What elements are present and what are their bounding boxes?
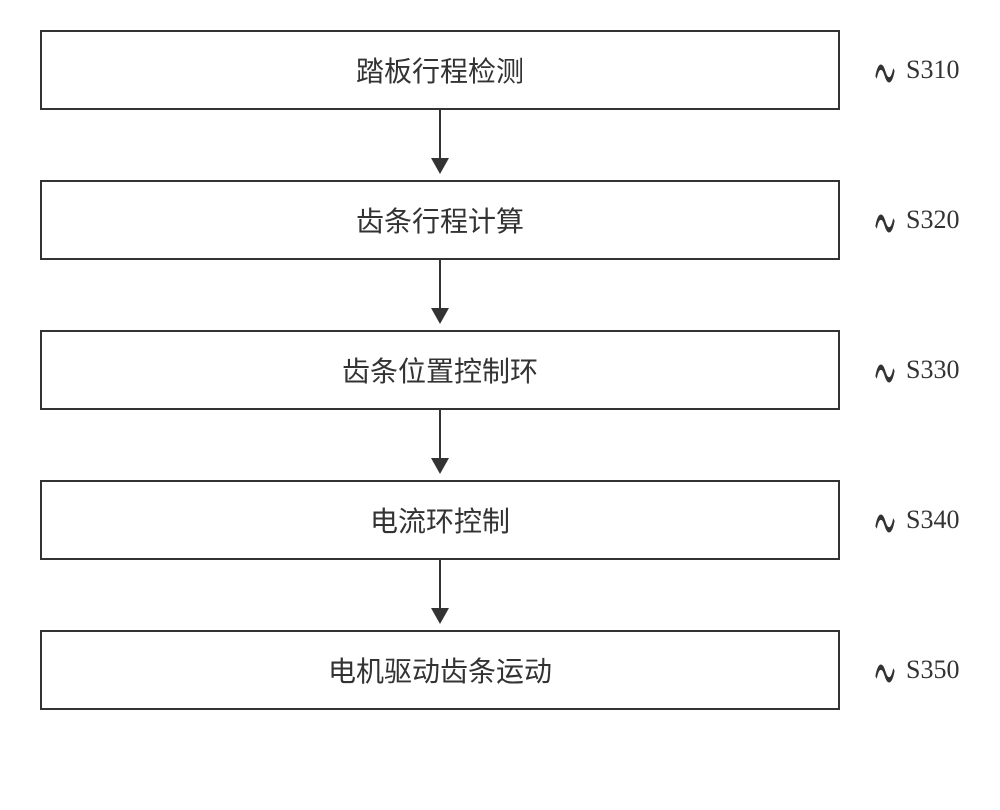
step-text: 齿条行程计算 [356,200,524,240]
step-row: 电机驱动齿条运动 〜 S350 [40,630,960,710]
step-box-2: 齿条行程计算 [40,180,840,260]
tilde-icon: 〜 [875,622,896,719]
arrow [40,560,840,630]
step-label-text: S320 [906,205,959,235]
step-label-1: 〜 S310 [870,48,959,92]
step-text: 电机驱动齿条运动 [328,650,552,690]
tilde-icon: 〜 [875,322,896,419]
step-row: 踏板行程检测 〜 S310 [40,30,960,110]
arrow-head-icon [431,158,449,174]
step-label-4: 〜 S340 [870,498,959,542]
step-box-1: 踏板行程检测 [40,30,840,110]
step-label-text: S310 [906,55,959,85]
step-label-text: S330 [906,355,959,385]
arrow-line-icon [439,260,441,310]
step-text: 齿条位置控制环 [342,350,538,390]
arrow-head-icon [431,308,449,324]
step-text: 电流环控制 [370,500,510,540]
step-row: 齿条位置控制环 〜 S330 [40,330,960,410]
arrow-line-icon [439,110,441,160]
step-box-5: 电机驱动齿条运动 [40,630,840,710]
step-text: 踏板行程检测 [356,50,524,90]
step-row: 电流环控制 〜 S340 [40,480,960,560]
tilde-icon: 〜 [875,172,896,269]
step-label-2: 〜 S320 [870,198,959,242]
step-label-text: S340 [906,505,959,535]
flowchart-container: 踏板行程检测 〜 S310 齿条行程计算 〜 S320 齿条位置控制环 〜 S3… [40,30,960,710]
step-row: 齿条行程计算 〜 S320 [40,180,960,260]
step-label-text: S350 [906,655,959,685]
arrow [40,410,840,480]
arrow [40,260,840,330]
step-label-3: 〜 S330 [870,348,959,392]
arrow [40,110,840,180]
tilde-icon: 〜 [875,472,896,569]
step-box-3: 齿条位置控制环 [40,330,840,410]
arrow-line-icon [439,410,441,460]
step-box-4: 电流环控制 [40,480,840,560]
arrow-head-icon [431,608,449,624]
arrow-line-icon [439,560,441,610]
step-label-5: 〜 S350 [870,648,959,692]
tilde-icon: 〜 [875,22,896,119]
arrow-head-icon [431,458,449,474]
